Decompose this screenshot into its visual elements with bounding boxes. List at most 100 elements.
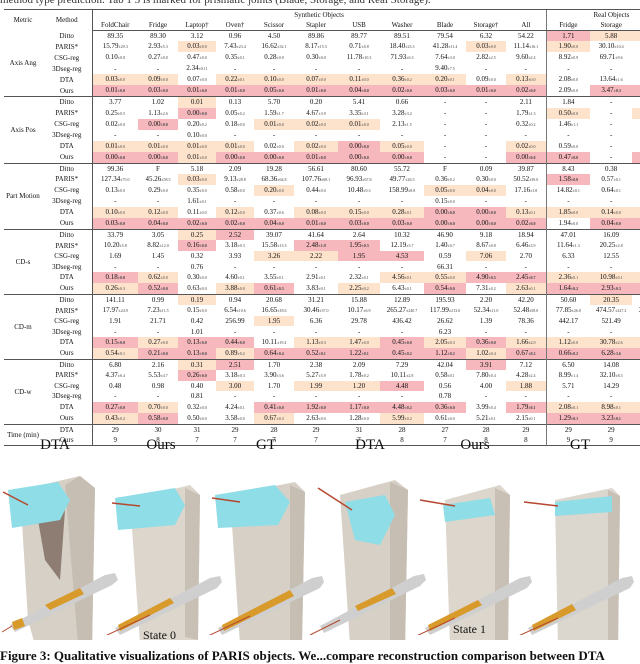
cell-value: 9 <box>609 436 613 444</box>
fridge-dta-state0 <box>2 476 95 650</box>
cell-value: 8.43 <box>562 164 575 173</box>
table-row: Axis Pos Ditto 3.77 1.02 0.01 0.13 5.70 0.20 5.4… <box>4 96 640 164</box>
table-cell: - <box>424 130 466 141</box>
cell-value: - <box>156 327 160 336</box>
cell-std: ±32.1 <box>277 44 287 50</box>
cell-value: 1.69 <box>109 252 122 261</box>
cell-std: ±0.0 <box>199 308 207 314</box>
table-cell: 1.28±0.0 <box>338 413 380 425</box>
cell-std: ±9.3 <box>363 187 371 193</box>
table-cell: - <box>545 63 591 75</box>
cell-std: ±0.0 <box>488 77 496 83</box>
table-cell: 6.23 <box>424 326 466 336</box>
table-cell: 13.64±1.6 <box>590 74 632 85</box>
cell-std: ±0.0 <box>447 220 455 226</box>
cell-std: ±0.0 <box>447 198 455 204</box>
table-cell: 0.00±0.0 <box>91 151 138 164</box>
table-cell: 0.01±0.0 <box>216 140 254 152</box>
table-cell: - <box>294 391 338 401</box>
cell-value: 0.03 <box>148 86 161 95</box>
table-cell: 4.48 <box>380 380 424 392</box>
table-cell: 7 <box>254 435 294 446</box>
table-cell: 256.99 <box>216 316 254 326</box>
table-cell: 42.04 <box>424 358 466 370</box>
table-cell: 5.41 <box>338 96 380 108</box>
cell-value: 521.49 <box>601 317 621 326</box>
table-cell: - <box>632 130 640 141</box>
cell-value: - <box>609 109 613 118</box>
table-cell: 0.22±0.1 <box>216 74 254 86</box>
cell-value: 9.40 <box>435 64 448 73</box>
cell-std: ±0.1 <box>528 209 536 215</box>
table-cell: 0.94 <box>216 293 254 306</box>
table-cell: - <box>380 261 424 271</box>
cell-value: 5.53 <box>148 370 161 379</box>
cell-value: 47.01 <box>560 231 577 240</box>
table-cell: - <box>380 196 424 207</box>
cell-std: ±0.0 <box>199 220 207 226</box>
cell-std: ±0.0 <box>237 143 245 149</box>
cell-std: ±0.0 <box>318 77 326 83</box>
table-row: CSG-reg 0.48 0.98 0.40 3.00 1.70 1.99 1.20 4.48 0… <box>4 380 640 392</box>
table-cell: 0.43±0.2 <box>91 412 138 425</box>
table-cell: - <box>338 326 380 336</box>
cell-std: ±0.0 <box>160 339 168 345</box>
cell-std: ±0.0 <box>276 55 284 61</box>
method-label: PARIS* <box>55 241 79 250</box>
cell-value: - <box>609 327 613 336</box>
cell-value: 16.65 <box>261 306 278 315</box>
table-cell: 29 <box>590 423 633 435</box>
cell-value: 8.92 <box>558 53 571 62</box>
cell-std: ±0.3 <box>276 285 284 291</box>
cell-value: 0.59 <box>438 252 452 261</box>
cell-std: ±0.0 <box>361 404 369 410</box>
fridge-gt-state1 <box>523 488 620 650</box>
table-cell: 7 <box>338 435 380 446</box>
cell-std: ±0.2 <box>361 372 369 378</box>
cell-std: ±75.0 <box>120 176 130 182</box>
table-cell: 0.81 <box>178 391 216 401</box>
cell-value: 0.01 <box>306 152 319 161</box>
cell-value: 6.43 <box>392 283 405 292</box>
cell-std: ±0.4 <box>488 404 496 410</box>
cell-value: - <box>314 64 318 73</box>
method-label: CSG-reg <box>54 382 80 391</box>
cell-value: 1.85 <box>558 207 571 216</box>
cell-value: 0.05 <box>392 141 405 150</box>
cell-std: ±0.2 <box>237 110 245 116</box>
cell-value: - <box>609 98 613 107</box>
table-cell: 0.13 <box>216 96 254 108</box>
table-row: Ours 0.00±0.0 0.00±0.0 0.01±0.0 0.00±0.0 0.00… <box>4 151 640 164</box>
cell-value: - <box>609 262 613 271</box>
cell-value: 29 <box>564 425 572 434</box>
table-cell: 9.13±28.8 <box>216 174 254 185</box>
table-cell: 0.28±0.0 <box>254 52 294 63</box>
table-cell: 4.48±0.2 <box>380 401 424 413</box>
method-label: 3Dseg-reg <box>52 392 82 401</box>
cell-value: 66.31 <box>437 262 453 271</box>
cell-value: 0.47 <box>187 53 200 62</box>
cell-std: ±6.4 <box>117 372 125 378</box>
cell-value: 30 <box>154 425 162 434</box>
cell-std: ±5.9 <box>318 372 326 378</box>
table-cell: 0.04±0.0 <box>254 217 294 230</box>
table-cell: 474.57±227.2 <box>590 305 632 316</box>
table-cell: 8.98±0.1 <box>590 401 633 413</box>
cell-value: 29 <box>312 425 320 434</box>
cell-std: ±3.6 <box>276 372 284 378</box>
cell-std: ±1.3 <box>528 110 536 116</box>
cell-value: 0.54 <box>435 283 448 292</box>
cell-std: ±1.9 <box>318 243 326 249</box>
table-cell: 276.21±127.0 <box>632 305 640 316</box>
cell-value: 0.31 <box>190 360 204 369</box>
table-cell: 0.30±0.0 <box>466 174 506 185</box>
cell-value: - <box>400 262 404 271</box>
table-cell: 0.98 <box>138 381 178 391</box>
cell-value: 0.03 <box>349 218 362 227</box>
cell-std: ±0.0 <box>361 88 369 94</box>
cell-value: 3.55 <box>264 272 277 281</box>
table-cell: 3.26 <box>254 251 294 262</box>
table-cell: 0.01±0.0 <box>294 85 338 97</box>
table-cell: 7 <box>178 435 216 446</box>
cell-value: 0.02 <box>306 141 319 150</box>
